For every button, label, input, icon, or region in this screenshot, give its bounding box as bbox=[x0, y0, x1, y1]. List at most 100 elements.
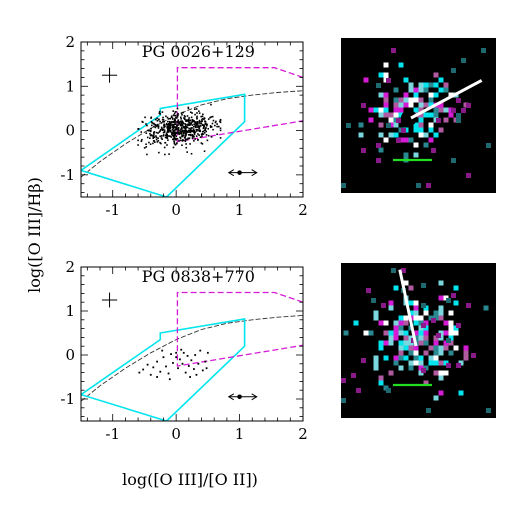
data-point bbox=[164, 125, 166, 128]
data-point bbox=[167, 123, 170, 125]
image-pixel bbox=[388, 335, 394, 341]
data-point bbox=[202, 133, 205, 135]
data-point bbox=[179, 124, 182, 126]
data-point bbox=[172, 138, 174, 140]
data-point bbox=[205, 134, 208, 136]
data-point bbox=[171, 124, 174, 126]
image-pixel bbox=[398, 107, 404, 113]
data-point bbox=[198, 121, 201, 123]
data-point bbox=[158, 118, 160, 121]
data-point bbox=[196, 121, 199, 123]
data-point bbox=[191, 134, 194, 136]
data-point bbox=[162, 120, 164, 123]
data-point bbox=[175, 135, 178, 137]
data-point bbox=[188, 121, 190, 124]
data-point bbox=[171, 133, 173, 136]
data-point bbox=[190, 127, 192, 129]
image-pixel bbox=[378, 320, 384, 326]
plot-frame bbox=[80, 41, 304, 198]
image-pixel bbox=[433, 107, 439, 113]
image-noise-pixel bbox=[461, 108, 466, 113]
data-point bbox=[175, 132, 178, 135]
data-point bbox=[170, 122, 173, 124]
data-point bbox=[142, 368, 145, 371]
data-point bbox=[196, 121, 199, 124]
data-point bbox=[185, 119, 188, 121]
data-point bbox=[172, 146, 175, 149]
data-point bbox=[153, 131, 155, 134]
data-point bbox=[152, 366, 155, 369]
data-point bbox=[152, 135, 155, 138]
double-arrow-icon bbox=[227, 393, 258, 401]
x-tick-label: 1 bbox=[235, 201, 245, 219]
image-pixel bbox=[433, 395, 439, 401]
image-pixel bbox=[398, 350, 404, 356]
image-noise-pixel bbox=[421, 303, 426, 308]
image-pixel bbox=[403, 280, 409, 286]
data-point bbox=[168, 125, 171, 127]
data-point bbox=[207, 118, 210, 120]
data-point bbox=[204, 120, 207, 123]
data-point bbox=[189, 129, 191, 132]
data-point bbox=[195, 135, 198, 137]
image-noise-pixel bbox=[391, 268, 396, 273]
image-noise-pixel bbox=[456, 118, 461, 123]
image-pixel bbox=[388, 370, 394, 376]
data-point bbox=[156, 376, 159, 378]
data-point bbox=[210, 136, 213, 138]
data-point bbox=[163, 123, 165, 126]
data-point bbox=[187, 137, 190, 140]
data-point bbox=[160, 135, 163, 137]
image-noise-pixel bbox=[466, 303, 471, 308]
image-pixel bbox=[383, 92, 389, 98]
data-point bbox=[161, 111, 164, 113]
image-pixel bbox=[403, 77, 409, 83]
data-point bbox=[190, 130, 193, 132]
data-point bbox=[181, 125, 183, 127]
data-point bbox=[182, 139, 185, 142]
data-point bbox=[199, 130, 201, 133]
data-point bbox=[161, 127, 163, 130]
y-axis-label: log([O III]/Hβ) bbox=[25, 177, 44, 293]
data-point bbox=[179, 130, 182, 132]
y-tick-label: -1 bbox=[60, 390, 75, 408]
image-pixel bbox=[413, 310, 419, 316]
x-tick-label: 1 bbox=[235, 425, 245, 443]
data-point bbox=[162, 134, 165, 136]
image-noise-pixel bbox=[421, 283, 426, 288]
data-point bbox=[189, 143, 191, 145]
image-pixel bbox=[438, 305, 444, 311]
data-point bbox=[187, 107, 190, 110]
x-tick-label: 0 bbox=[171, 425, 181, 443]
image-pixel bbox=[378, 112, 384, 118]
data-point bbox=[162, 119, 165, 121]
data-point bbox=[181, 144, 183, 147]
data-point bbox=[153, 125, 155, 128]
image-noise-pixel bbox=[421, 323, 426, 328]
double-arrow-icon bbox=[227, 169, 258, 177]
image-pixel bbox=[433, 112, 439, 118]
data-point bbox=[205, 125, 208, 127]
data-point bbox=[150, 127, 152, 130]
image-pixel bbox=[418, 127, 424, 133]
data-point bbox=[172, 114, 175, 116]
image-pixel bbox=[413, 315, 419, 321]
data-point bbox=[219, 119, 222, 121]
image-pixel bbox=[383, 97, 389, 103]
data-point bbox=[156, 117, 158, 120]
data-point bbox=[180, 123, 183, 125]
data-point bbox=[177, 128, 180, 131]
data-point bbox=[211, 122, 214, 125]
data-point bbox=[199, 122, 201, 125]
image-noise-pixel bbox=[456, 98, 461, 103]
data-point bbox=[211, 115, 214, 118]
data-point bbox=[149, 132, 151, 135]
x-tick-label: -1 bbox=[105, 425, 120, 443]
data-point bbox=[173, 121, 176, 124]
data-point bbox=[176, 125, 178, 128]
x-axis-label: log([O III]/[O II]) bbox=[122, 470, 258, 489]
data-point bbox=[175, 356, 178, 359]
data-point bbox=[182, 131, 185, 134]
image-pixel bbox=[433, 340, 439, 346]
data-point bbox=[145, 143, 147, 146]
